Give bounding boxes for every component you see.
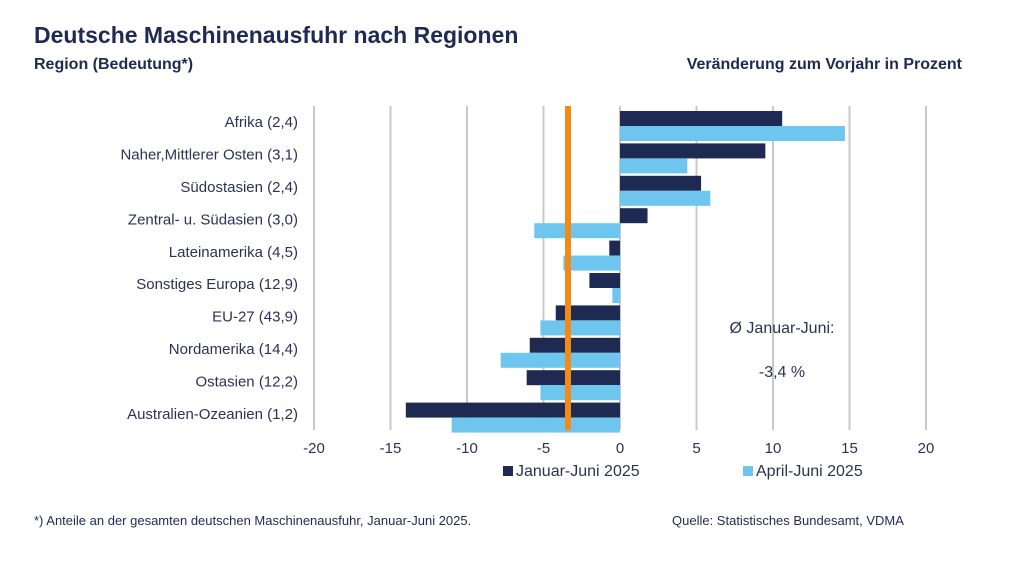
category-label: Lateinamerika (4,5) (169, 244, 298, 261)
x-tick-label: 0 (616, 440, 624, 457)
x-tick-label: 10 (765, 440, 782, 457)
bar-januar-juni (529, 337, 620, 353)
category-label: Afrika (2,4) (225, 114, 298, 131)
legend-swatch-april-juni (743, 466, 753, 476)
bar-januar-juni (609, 240, 620, 256)
x-tick-label: -20 (303, 440, 325, 457)
bar-januar-juni (620, 208, 648, 224)
bar-januar-juni (589, 273, 620, 288)
annotation-group: Ø Januar-Juni: -3,4 % (730, 320, 835, 381)
bar-april-juni (540, 385, 620, 401)
legend-swatch-januar-juni (503, 466, 513, 476)
bar-april-juni (620, 126, 845, 141)
bar-januar-juni (620, 143, 766, 159)
bar-april-juni (620, 158, 688, 174)
bar-januar-juni (620, 175, 702, 191)
bar-april-juni (612, 288, 620, 303)
x-tick-label: -10 (456, 440, 478, 457)
bar-april-juni (534, 223, 620, 239)
tick-labels: -20 -15 -10 -5 0 5 10 15 20 (303, 440, 934, 457)
category-label: EU-27 (43,9) (212, 309, 298, 326)
bar-april-juni (500, 352, 620, 368)
bar-april-juni (451, 417, 620, 433)
bars (405, 111, 845, 433)
source-note: Quelle: Statistisches Bundesamt, VDMA (672, 513, 904, 528)
x-tick-label: 20 (918, 440, 935, 457)
legend-label-april-juni: April-Juni 2025 (756, 463, 863, 480)
category-label: Australien-Ozeanien (1,2) (127, 406, 298, 423)
x-tick-label: -15 (380, 440, 402, 457)
category-labels: Afrika (2,4) Naher,Mittlerer Osten (3,1) S… (120, 114, 298, 423)
value-axis-title: Veränderung zum Vorjahr in Prozent (686, 56, 962, 73)
annotation-line1: Ø Januar-Juni: (730, 320, 835, 337)
bar-april-juni (563, 255, 620, 271)
bar-januar-juni (526, 370, 620, 386)
category-label: Zentral- u. Südasien (3,0) (128, 211, 298, 228)
x-tick-label: -5 (537, 440, 550, 457)
category-axis-title: Region (Bedeutung*) (34, 56, 194, 73)
legend-label-januar-juni: Januar-Juni 2025 (516, 463, 640, 480)
bar-januar-juni (555, 305, 620, 321)
bar-januar-juni (620, 111, 783, 126)
bar-april-juni (620, 190, 711, 206)
footnote: *) Anteile an der gesamten deutschen Mas… (34, 513, 472, 528)
bar-april-juni (540, 320, 620, 336)
bar-januar-juni (405, 402, 620, 418)
category-label: Nordamerika (14,4) (169, 341, 298, 358)
annotation-line2: -3,4 % (759, 364, 805, 381)
x-tick-label: 15 (841, 440, 858, 457)
category-label: Ostasien (12,2) (195, 373, 298, 390)
category-label: Naher,Mittlerer Osten (3,1) (120, 147, 298, 164)
legend: Januar-Juni 2025 April-Juni 2025 (503, 463, 863, 480)
x-tick-label: 5 (692, 440, 700, 457)
category-label: Sonstiges Europa (12,9) (136, 276, 298, 293)
chart-title: Deutsche Maschinenausfuhr nach Regionen (34, 22, 519, 48)
category-label: Südostasien (2,4) (180, 179, 298, 196)
